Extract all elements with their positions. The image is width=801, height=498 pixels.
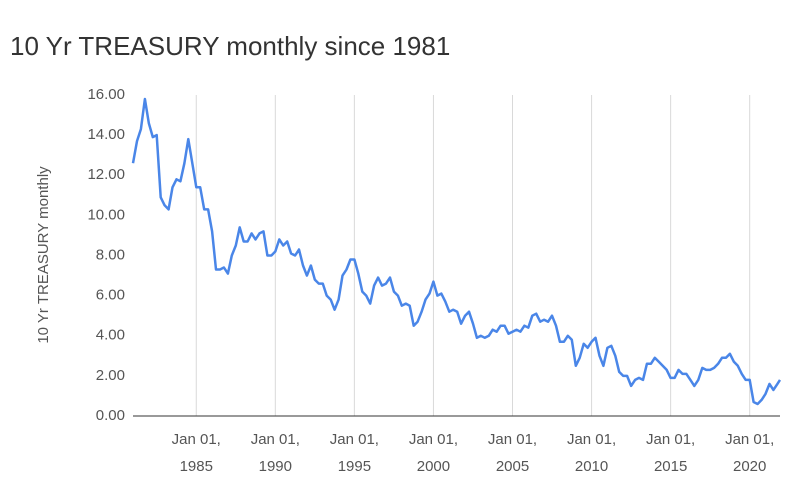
y-tick-label: 8.00 — [96, 246, 125, 263]
y-tick-label: 4.00 — [96, 327, 125, 344]
x-tick-label: Jan 01, 2010 — [567, 431, 616, 475]
y-tick-label: 16.00 — [87, 86, 125, 103]
y-tick-label: 12.00 — [87, 166, 125, 183]
y-tick-label: 2.00 — [96, 367, 125, 384]
y-tick-label: 0.00 — [96, 407, 125, 424]
x-tick-label: Jan 01, 1985 — [172, 431, 221, 475]
x-tick-label: Jan 01, 2005 — [488, 431, 537, 475]
y-tick-label: 6.00 — [96, 287, 125, 304]
chart-title: 10 Yr TREASURY monthly since 1981 — [10, 31, 450, 61]
y-tick-label: 10.00 — [87, 206, 125, 223]
y-axis-label: 10 Yr TREASURY monthly — [35, 166, 52, 344]
x-tick-label: Jan 01, 1990 — [251, 431, 300, 475]
x-tick-label: Jan 01, 1995 — [330, 431, 379, 475]
x-tick-label: Jan 01, 2020 — [725, 431, 774, 475]
x-tick-label: Jan 01, 2015 — [646, 431, 695, 475]
y-tick-label: 14.00 — [87, 126, 125, 143]
data-line — [131, 97, 782, 406]
x-tick-label: Jan 01, 2000 — [409, 431, 458, 475]
